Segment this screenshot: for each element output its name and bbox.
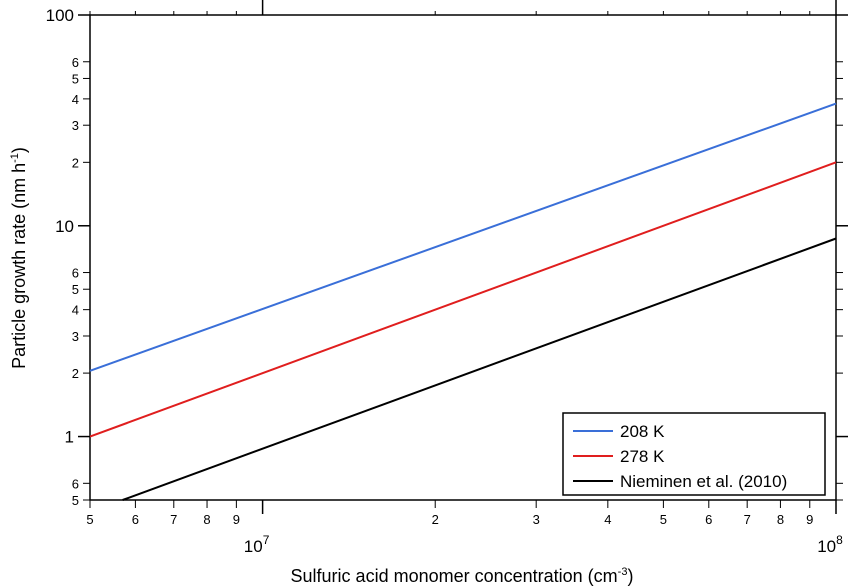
x-tick-label: 7 bbox=[744, 512, 751, 527]
y-major-tick-label: 1 bbox=[65, 428, 74, 447]
y-tick-label: 6 bbox=[72, 476, 79, 491]
y-tick-label: 5 bbox=[72, 493, 79, 508]
x-tick-label: 3 bbox=[533, 512, 540, 527]
y-tick-label: 4 bbox=[72, 92, 79, 107]
plot-border bbox=[89, 14, 837, 501]
legend: 208 K 278 K Nieminen et al. (2010) bbox=[562, 412, 826, 496]
legend-label-0: 208 K bbox=[620, 422, 665, 441]
y-tick-label: 2 bbox=[72, 155, 79, 170]
x-axis-title: Sulfuric acid monomer concentration (cm-… bbox=[291, 566, 634, 586]
y-tick-label: 3 bbox=[72, 329, 79, 344]
y-major-tick-label: 100 bbox=[46, 6, 74, 25]
legend-label-1: 278 K bbox=[620, 447, 665, 466]
plot-frame bbox=[89, 14, 837, 501]
x-tick-label: 8 bbox=[203, 512, 210, 527]
x-tick-label: 6 bbox=[132, 512, 139, 527]
x-major-tick-label: 107 bbox=[244, 533, 270, 556]
y-major-tick-label: 10 bbox=[55, 217, 74, 236]
x-tick-label: 6 bbox=[705, 512, 712, 527]
series-line-2 bbox=[122, 237, 837, 501]
legend-label-2: Nieminen et al. (2010) bbox=[620, 472, 787, 491]
x-major-tick-label: 108 bbox=[817, 533, 843, 556]
y-tick-label: 6 bbox=[72, 55, 79, 70]
x-tick-label: 9 bbox=[233, 512, 240, 527]
x-tick-label: 8 bbox=[777, 512, 784, 527]
x-tick-label: 7 bbox=[170, 512, 177, 527]
x-tick-label: 2 bbox=[432, 512, 439, 527]
x-tick-label: 9 bbox=[806, 512, 813, 527]
x-tick-label: 5 bbox=[86, 512, 93, 527]
y-axis-title: Particle growth rate (nm h-1) bbox=[9, 147, 29, 369]
x-tick-label: 5 bbox=[660, 512, 667, 527]
series-line-0 bbox=[89, 102, 837, 372]
series-line-1 bbox=[89, 161, 837, 438]
y-tick-label: 5 bbox=[72, 71, 79, 86]
y-tick-label: 3 bbox=[72, 118, 79, 133]
y-tick-label: 4 bbox=[72, 303, 79, 318]
series-layer bbox=[89, 102, 837, 501]
y-tick-label: 5 bbox=[72, 282, 79, 297]
y-tick-label: 6 bbox=[72, 266, 79, 281]
y-tick-label: 2 bbox=[72, 366, 79, 381]
x-tick-label: 4 bbox=[604, 512, 611, 527]
